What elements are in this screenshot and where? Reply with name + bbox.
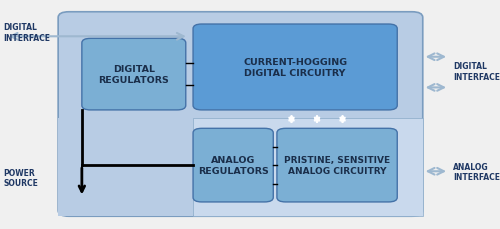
- Text: ANALOG
INTERFACE: ANALOG INTERFACE: [454, 162, 500, 181]
- FancyBboxPatch shape: [58, 13, 423, 216]
- Text: POWER
SOURCE: POWER SOURCE: [4, 168, 38, 187]
- FancyBboxPatch shape: [82, 39, 186, 110]
- Text: PRISTINE, SENSITIVE
ANALOG CIRCUITRY: PRISTINE, SENSITIVE ANALOG CIRCUITRY: [284, 156, 390, 175]
- Text: CURRENT-HOGGING
DIGITAL CIRCUITRY: CURRENT-HOGGING DIGITAL CIRCUITRY: [243, 58, 347, 77]
- FancyBboxPatch shape: [193, 129, 274, 202]
- FancyBboxPatch shape: [193, 119, 423, 216]
- Text: DIGITAL
INTERFACE: DIGITAL INTERFACE: [454, 62, 500, 81]
- Text: ANALOG
REGULATORS: ANALOG REGULATORS: [198, 156, 268, 175]
- FancyBboxPatch shape: [58, 119, 193, 216]
- FancyBboxPatch shape: [277, 129, 397, 202]
- FancyBboxPatch shape: [193, 25, 397, 110]
- Text: DIGITAL
REGULATORS: DIGITAL REGULATORS: [98, 65, 169, 85]
- Text: DIGITAL
INTERFACE: DIGITAL INTERFACE: [4, 23, 50, 43]
